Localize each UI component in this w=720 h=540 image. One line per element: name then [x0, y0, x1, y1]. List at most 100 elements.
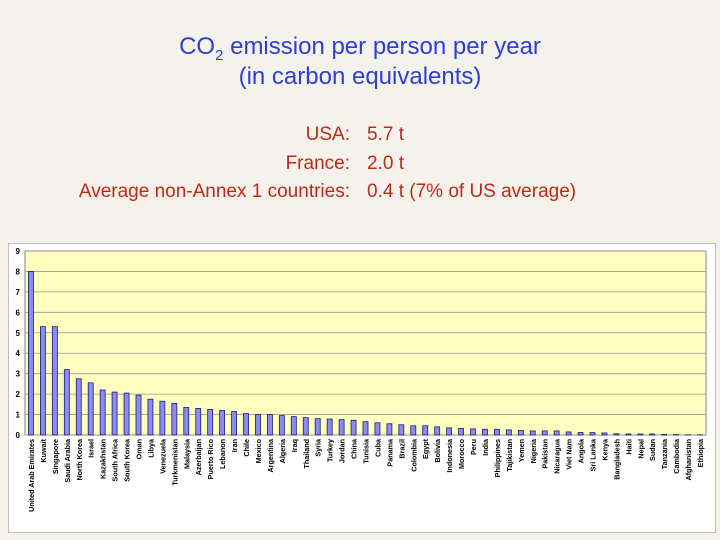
bar — [195, 408, 202, 436]
bar — [63, 369, 70, 436]
bar — [577, 432, 584, 436]
bar — [111, 391, 118, 436]
x-tick-label: Iran — [230, 439, 239, 452]
bar — [99, 389, 106, 436]
bar — [458, 428, 464, 436]
bar — [553, 430, 560, 436]
bar — [75, 378, 82, 436]
x-tick-labels: United Arab Emirates Kuwait Singapore Saudi… — [27, 438, 705, 512]
bar — [529, 430, 536, 436]
x-tick-label: Tanzania — [660, 438, 669, 469]
x-tick-label: Argentina — [266, 438, 275, 473]
chart-title: CO2 emission per person per year — [179, 33, 541, 64]
x-tick-label: Brazil — [397, 439, 406, 459]
x-tick-label: Sudan — [648, 439, 657, 461]
x-tick-label: Nicaragua — [553, 438, 562, 474]
bar-chart: 0 1 2 3 4 5 6 7 8 9 United Arab Emirates Kuwait Sin… — [8, 243, 716, 533]
y-tick-label: 0 — [16, 431, 21, 440]
bar — [625, 433, 632, 436]
x-tick-label: Indonesia — [445, 438, 454, 473]
x-tick-label: Azerbaijan — [194, 439, 203, 475]
bar — [207, 409, 214, 436]
bar — [171, 402, 178, 436]
stat-label-usa: USA: — [305, 124, 350, 145]
bar — [482, 428, 488, 436]
x-tick-label: Singapore — [51, 439, 60, 474]
x-tick-label: Malaysia — [182, 438, 191, 469]
bar — [87, 382, 94, 436]
x-tick-label: Ethiopia — [696, 438, 705, 467]
x-tick-label: Philippines — [493, 439, 502, 477]
bar — [267, 414, 273, 436]
bar — [517, 430, 524, 436]
bar — [422, 425, 429, 436]
x-tick-label: Kuwait — [39, 438, 48, 462]
x-tick-label: Turkey — [326, 439, 335, 462]
bar — [434, 426, 441, 436]
x-tick-label: Cambodia — [672, 438, 681, 474]
bar — [470, 428, 476, 436]
x-tick-label: Sri Lanka — [589, 438, 598, 471]
x-tick-label: Bangladesh — [612, 439, 621, 480]
bar — [326, 418, 333, 436]
x-tick-label: Tunisia — [362, 438, 371, 464]
x-tick-label: Saudi Arabia — [63, 438, 72, 483]
bar — [338, 419, 345, 436]
bar — [410, 425, 417, 436]
x-tick-label: Bolivia — [433, 438, 442, 463]
bar — [147, 398, 154, 436]
x-tick-label: Egypt — [421, 438, 430, 459]
bar — [219, 410, 226, 436]
x-tick-label: Morocco — [457, 438, 466, 469]
bar-chart-svg: 0 1 2 3 4 5 6 7 8 9 United Arab Emirates Kuwait Sin… — [8, 243, 716, 533]
x-tick-label: North Korea — [75, 438, 84, 481]
bar — [28, 271, 34, 436]
x-tick-label: Turkmenistan — [170, 439, 179, 486]
x-tick-label: Mexico — [254, 438, 263, 463]
y-tick-label: 2 — [16, 390, 21, 399]
bar — [231, 411, 237, 436]
x-tick-label: Oman — [135, 439, 144, 459]
bar — [243, 413, 249, 436]
x-tick-label: Israel — [87, 439, 96, 458]
bar — [362, 421, 369, 436]
x-tick-label: South Korea — [123, 438, 132, 482]
bar — [255, 414, 261, 436]
bar — [183, 406, 190, 436]
bar — [302, 417, 309, 436]
bar — [40, 326, 46, 436]
bar — [398, 424, 405, 436]
x-tick-label: Libya — [146, 438, 155, 458]
stat-label-non-annex: Average non-Annex 1 countries: — [78, 181, 350, 202]
y-tick-label: 7 — [16, 288, 21, 297]
x-tick-label: Venezuela — [158, 438, 167, 474]
bar — [446, 427, 453, 436]
x-tick-label: Jordan — [338, 439, 347, 463]
x-tick-label: Cuba — [373, 438, 382, 457]
x-tick-label: Angola — [577, 438, 586, 463]
x-tick-label: China — [350, 438, 359, 459]
y-tick-label: 8 — [16, 267, 21, 276]
bar — [386, 423, 393, 436]
bar — [51, 326, 58, 436]
bar — [123, 392, 130, 436]
bar — [314, 418, 321, 436]
bar — [637, 433, 644, 436]
bar — [613, 433, 620, 436]
bars — [28, 271, 703, 436]
y-tick-label: 6 — [16, 308, 21, 317]
x-tick-label: Iraq — [290, 439, 299, 452]
x-tick-label: Colombia — [409, 438, 418, 472]
stat-value-france: 2.0 t — [367, 153, 404, 174]
x-tick-label: Afghanistan — [684, 439, 693, 481]
bar — [374, 422, 381, 436]
bar — [290, 416, 297, 436]
x-tick-label: Nepal — [636, 439, 645, 459]
x-tick-label: Thailand — [302, 439, 311, 469]
x-tick-label: Viet Nam — [565, 439, 574, 470]
bar — [601, 432, 608, 436]
bar — [541, 430, 548, 436]
x-tick-label: Lebanon — [218, 439, 227, 469]
x-tick-label: Kazakhstan — [99, 439, 108, 479]
x-tick-label: Panama — [385, 438, 394, 467]
